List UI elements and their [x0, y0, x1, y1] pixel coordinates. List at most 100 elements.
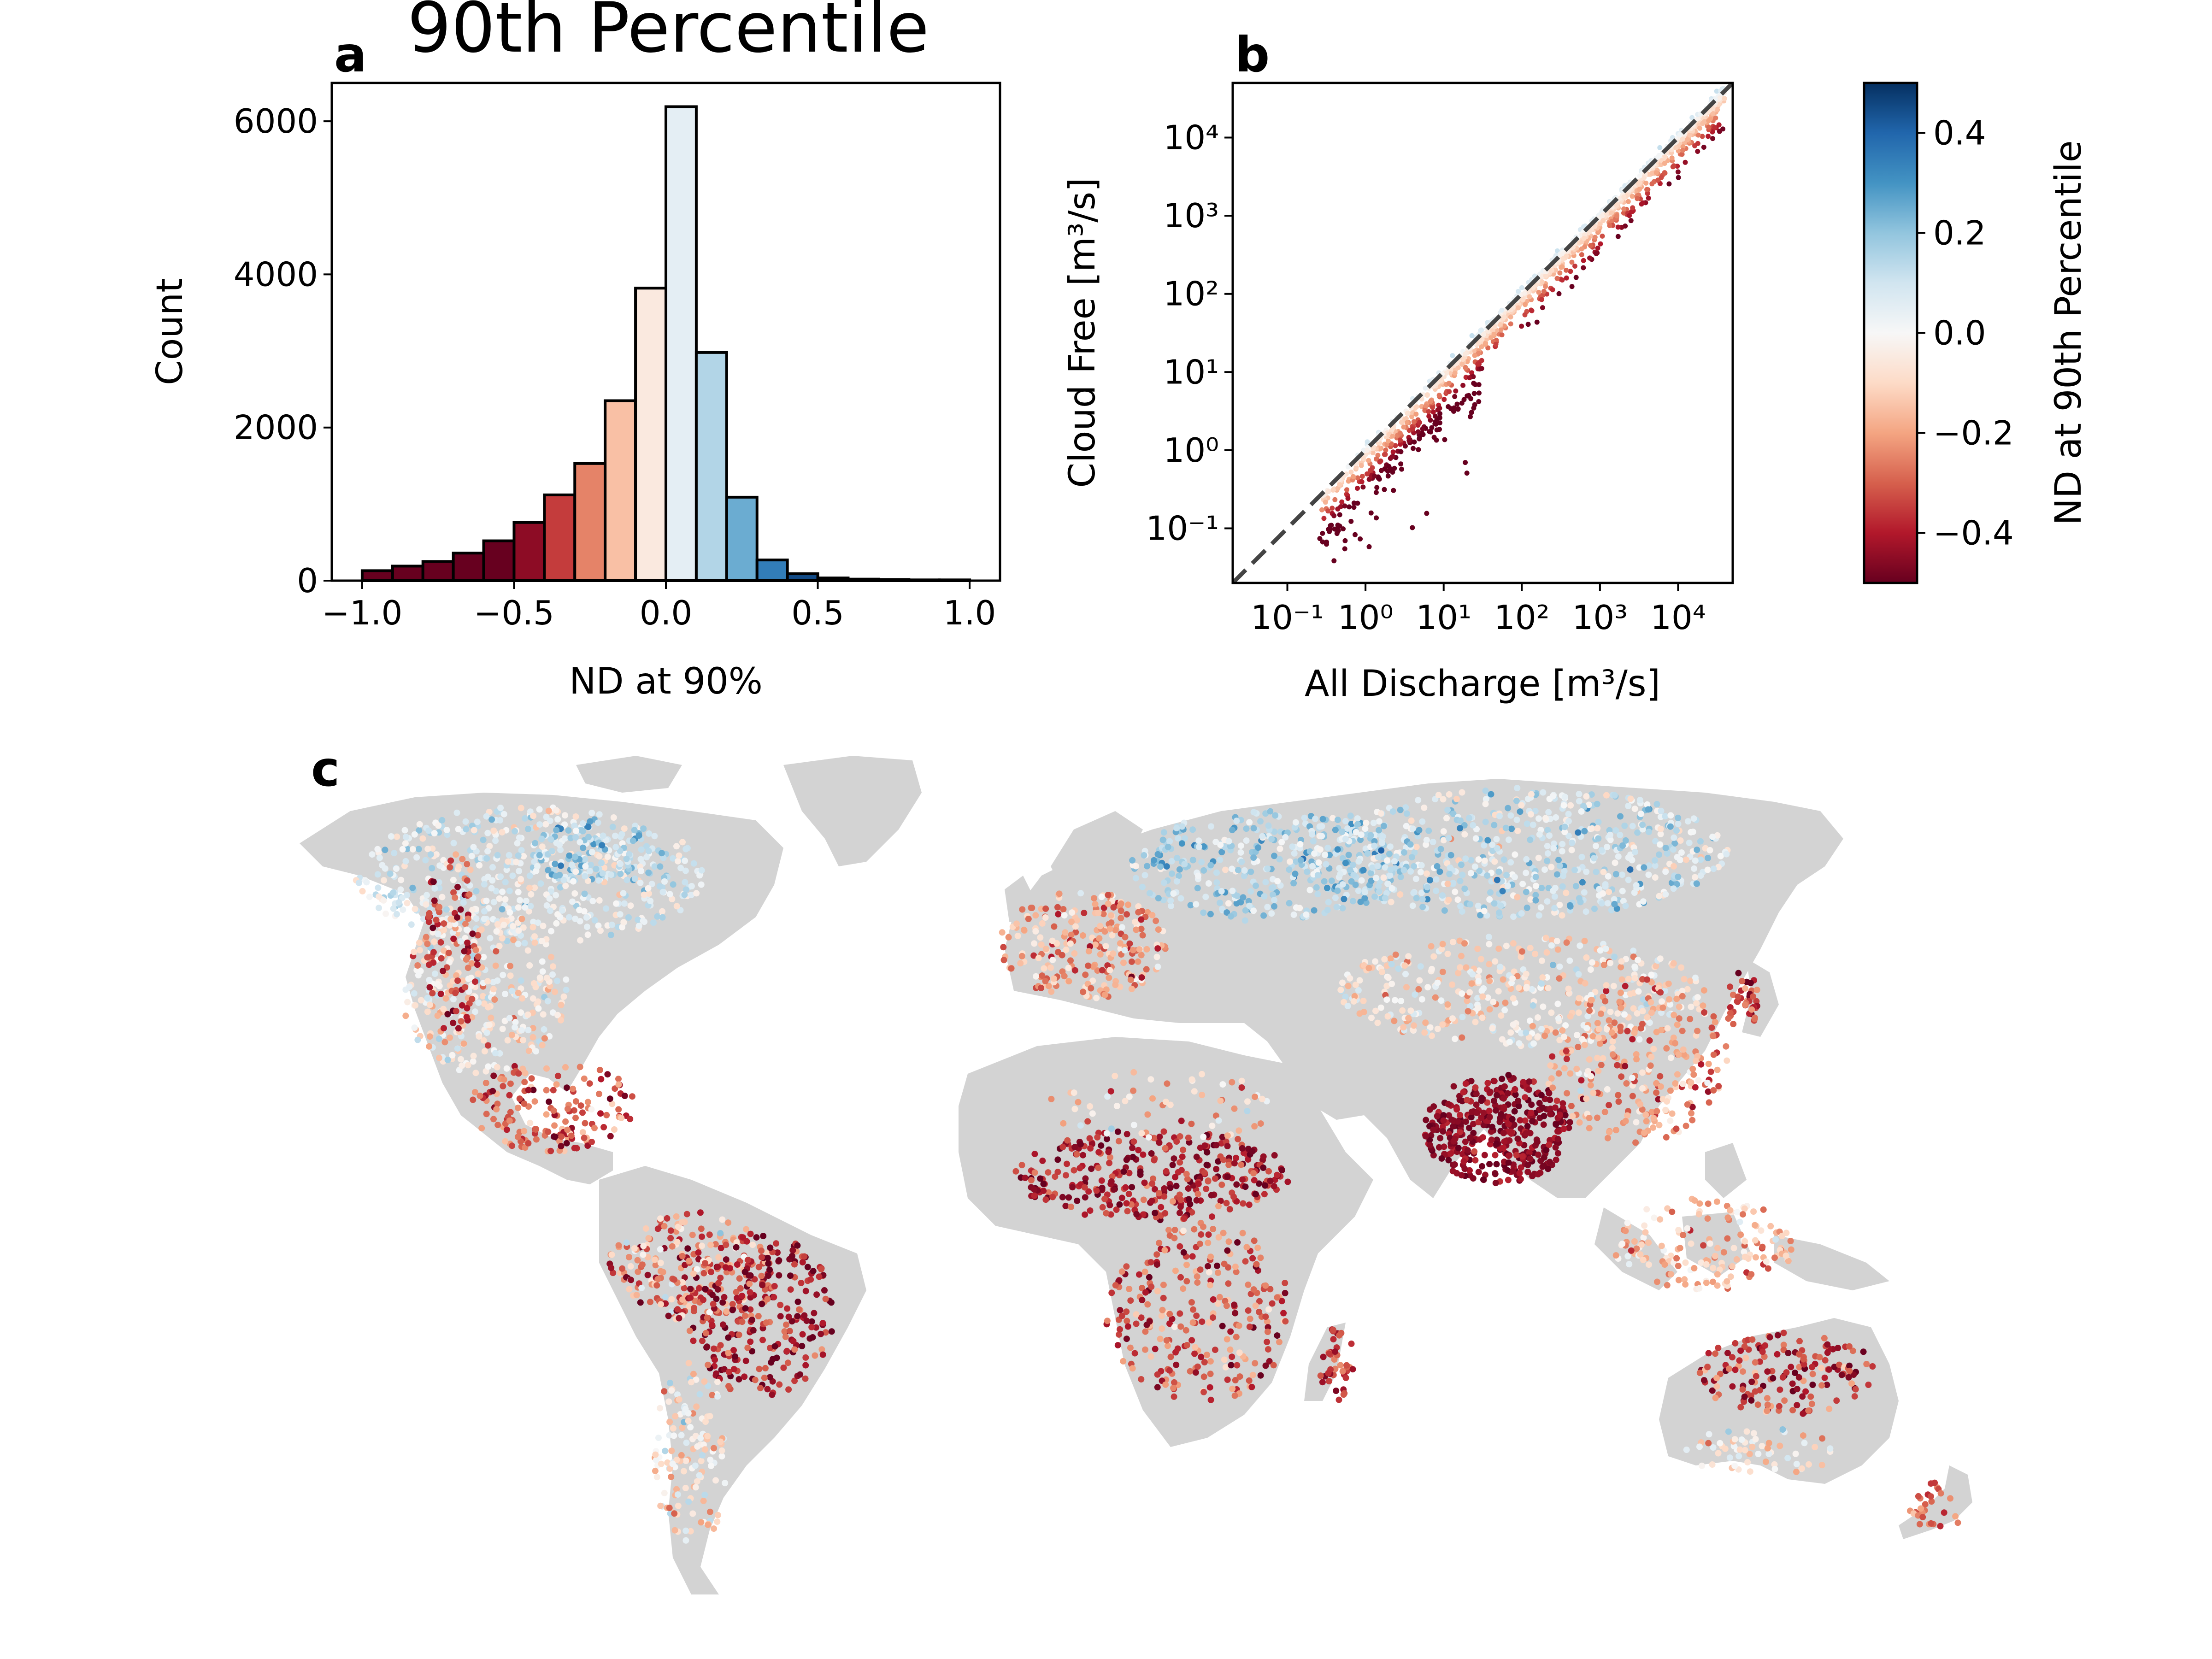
station-point — [472, 1070, 479, 1077]
station-point — [439, 817, 446, 824]
station-point — [402, 840, 409, 847]
station-point — [619, 924, 625, 930]
station-point — [1209, 1213, 1215, 1220]
station-point — [419, 835, 426, 842]
station-point — [1355, 858, 1362, 865]
station-point — [662, 1447, 669, 1454]
station-point — [1497, 902, 1504, 909]
station-point — [1604, 844, 1611, 851]
station-point — [1287, 858, 1294, 865]
station-point — [1662, 868, 1669, 875]
station-point — [1048, 1095, 1055, 1102]
station-point — [1253, 1261, 1260, 1268]
scatter-point — [1522, 290, 1527, 296]
station-point — [584, 931, 591, 938]
station-point — [1247, 868, 1254, 875]
station-point — [755, 1264, 762, 1271]
station-point — [1238, 1084, 1245, 1091]
station-point — [681, 1274, 688, 1281]
station-point — [382, 910, 389, 917]
station-point — [1517, 808, 1524, 815]
station-point — [1139, 1285, 1146, 1291]
y-tick-label: 10³ — [1164, 196, 1219, 235]
station-point — [528, 891, 535, 898]
station-point — [493, 948, 500, 955]
station-point — [475, 999, 482, 1006]
station-point — [675, 858, 681, 865]
station-point — [1185, 1135, 1192, 1141]
station-point — [1468, 857, 1475, 864]
station-point — [1082, 1194, 1088, 1201]
station-point — [1568, 847, 1575, 853]
station-point — [399, 846, 406, 853]
station-point — [526, 962, 533, 969]
station-point — [1179, 823, 1186, 830]
station-point — [1397, 891, 1404, 898]
station-point — [567, 835, 574, 841]
station-point — [526, 884, 533, 891]
scatter-point — [1450, 353, 1455, 359]
scatter-point — [1460, 357, 1465, 362]
station-point — [1303, 911, 1310, 918]
scatter-point — [1382, 487, 1387, 492]
scatter-point — [1374, 456, 1379, 462]
station-point — [645, 885, 652, 892]
station-point — [745, 1257, 752, 1264]
station-point — [1373, 875, 1380, 882]
station-point — [646, 830, 653, 837]
station-point — [549, 971, 556, 978]
station-point — [1222, 866, 1229, 873]
station-point — [1207, 1371, 1214, 1377]
station-point — [1545, 809, 1552, 816]
station-point — [577, 937, 584, 944]
y-tick-label: 10⁰ — [1164, 431, 1219, 470]
station-point — [1238, 1161, 1245, 1168]
station-point — [1256, 1308, 1263, 1315]
station-point — [1544, 858, 1551, 865]
station-point — [593, 865, 600, 872]
station-point — [434, 1012, 441, 1019]
scatter-point — [1347, 504, 1352, 510]
station-point — [1108, 1289, 1115, 1296]
station-point — [473, 915, 480, 922]
station-point — [504, 938, 511, 945]
station-point — [1444, 806, 1451, 813]
station-point — [475, 970, 482, 977]
station-point — [1059, 1144, 1066, 1150]
station-point — [617, 847, 624, 854]
station-point — [714, 1393, 721, 1400]
station-point — [398, 877, 405, 883]
station-point — [1201, 1142, 1208, 1149]
scatter-point — [1366, 458, 1371, 463]
station-point — [791, 1261, 798, 1268]
station-point — [666, 1505, 673, 1512]
station-point — [816, 1273, 823, 1280]
station-point — [1139, 883, 1146, 890]
station-point — [1084, 1118, 1091, 1125]
station-point — [455, 863, 462, 870]
station-point — [545, 867, 552, 874]
station-point — [679, 1253, 686, 1259]
station-point — [1240, 894, 1247, 901]
station-point — [767, 1244, 774, 1251]
station-point — [1081, 1184, 1088, 1191]
station-point — [763, 1319, 770, 1326]
station-point — [1622, 837, 1629, 844]
station-point — [454, 1045, 461, 1052]
scatter-point — [1423, 403, 1429, 409]
station-point — [600, 832, 606, 839]
station-point — [1160, 879, 1167, 886]
station-point — [1241, 917, 1248, 924]
station-point — [1600, 869, 1607, 876]
station-point — [406, 983, 413, 990]
station-point — [466, 891, 473, 898]
station-point — [682, 1406, 689, 1412]
station-point — [1188, 1076, 1195, 1083]
station-point — [722, 1264, 729, 1271]
station-point — [1546, 832, 1553, 839]
station-point — [1535, 854, 1542, 861]
station-point — [629, 837, 636, 844]
station-point — [450, 935, 457, 942]
station-point — [1491, 822, 1498, 829]
station-point — [472, 1008, 478, 1015]
